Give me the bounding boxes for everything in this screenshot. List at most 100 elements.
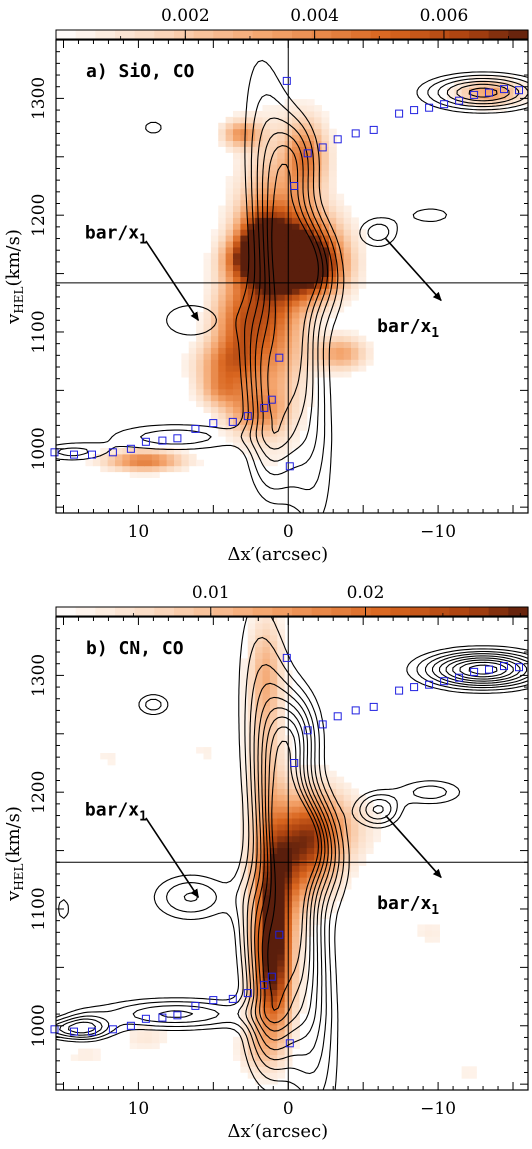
rotation-curve-point	[108, 448, 117, 457]
heatmap-cell	[262, 652, 271, 659]
heatmap-cell	[233, 223, 241, 230]
heatmap-cell	[277, 617, 286, 624]
heatmap-cell	[432, 936, 441, 943]
heatmap-cell	[203, 752, 212, 760]
heatmap-cell	[269, 424, 278, 431]
heatmap-cell	[373, 829, 382, 837]
heatmap-cell	[321, 371, 330, 378]
heatmap-cell	[336, 288, 345, 295]
heatmap-cell	[292, 853, 300, 860]
heatmap-cell	[277, 776, 286, 784]
heatmap-cell	[262, 1048, 271, 1056]
heatmap-cell	[314, 193, 323, 201]
heatmap-cell	[255, 211, 264, 218]
colorbar-tick-label: 0.002	[161, 6, 210, 26]
heatmap-cell	[247, 812, 256, 819]
heatmap-cell	[247, 258, 256, 266]
heatmap-cell	[233, 371, 241, 378]
heatmap-cell	[292, 187, 300, 195]
colorbar-segment	[488, 607, 509, 616]
heatmap-cell	[129, 465, 138, 473]
co-contour	[67, 655, 528, 1051]
heatmap-cell	[277, 187, 286, 195]
heatmap-cell	[240, 217, 249, 224]
heatmap-cell	[328, 164, 337, 171]
colorbar-segment	[233, 607, 254, 616]
heatmap-cell	[262, 735, 271, 742]
heatmap-cell	[277, 1042, 286, 1050]
heatmap-cell	[181, 365, 190, 372]
heatmap-cell	[203, 394, 212, 402]
heatmap-cell	[188, 341, 197, 348]
heatmap-cell	[240, 276, 249, 283]
heatmap-cell	[292, 948, 300, 955]
rotation-curve-point	[126, 1021, 135, 1030]
heatmap-cell	[262, 187, 271, 195]
heatmap-cell	[351, 812, 359, 819]
heatmap-cell	[218, 329, 227, 337]
heatmap-cell	[262, 628, 271, 636]
heatmap-cell	[129, 1036, 138, 1044]
heatmap-cell	[351, 853, 359, 860]
heatmap-cell	[417, 924, 426, 931]
heatmap-cell	[233, 264, 241, 272]
heatmap-cell	[225, 335, 234, 343]
heatmap-cell	[233, 193, 241, 201]
heatmap-cell	[255, 995, 264, 1002]
heatmap-cell	[225, 270, 234, 277]
colorbar-segment	[508, 30, 529, 39]
heatmap-cell	[277, 170, 286, 177]
heatmap-cell	[247, 205, 256, 212]
heatmap-cell	[262, 430, 271, 437]
heatmap-cell	[321, 241, 330, 248]
heatmap-cell	[255, 175, 264, 183]
heatmap-cell	[505, 99, 514, 106]
rotation-curve-point	[158, 436, 167, 445]
heatmap-cell	[336, 835, 345, 843]
heatmap-cell	[240, 175, 249, 183]
heatmap-cell	[247, 300, 256, 307]
heatmap-cell	[269, 670, 278, 677]
heatmap-cell	[233, 205, 241, 212]
heatmap-cell	[336, 235, 345, 242]
heatmap-cell	[277, 146, 286, 153]
heatmap-cell	[351, 865, 359, 872]
heatmap-cell	[240, 300, 249, 307]
heatmap-cell	[240, 752, 249, 760]
heatmap-cell	[255, 1072, 264, 1079]
heatmap-cell	[247, 652, 256, 659]
co-contour	[261, 661, 507, 1024]
heatmap-cell	[358, 353, 367, 360]
heatmap-cell	[247, 640, 256, 648]
heatmap-cell	[365, 812, 374, 819]
heatmap-cell	[306, 235, 315, 242]
y-tick-label: 1200	[29, 194, 49, 237]
heatmap-cell	[314, 241, 323, 248]
colorbar-segment	[213, 30, 234, 39]
heatmap-cell	[218, 264, 227, 272]
rotation-curve-point	[275, 353, 284, 362]
heatmap-cell	[299, 246, 308, 254]
heatmap-cell	[225, 146, 234, 153]
heatmap-cell	[358, 847, 367, 854]
heatmap-cell	[299, 847, 308, 854]
heatmap-cell	[306, 128, 315, 136]
heatmap-cell	[277, 752, 286, 760]
heatmap-cell	[262, 258, 271, 266]
heatmap-cell	[351, 788, 359, 795]
heatmap-cell	[262, 711, 271, 719]
rotation-curve-point	[243, 412, 252, 421]
heatmap-cell	[269, 995, 278, 1002]
co-contour	[254, 80, 520, 462]
heatmap-cell	[314, 252, 323, 260]
heatmap-cell	[292, 217, 300, 224]
rotation-curve-point	[282, 76, 291, 85]
heatmap-cell	[365, 847, 374, 854]
heatmap-cell	[240, 152, 249, 159]
heatmap-cell	[225, 388, 234, 396]
heatmap-cell	[314, 181, 323, 189]
heatmap-cell	[262, 418, 271, 425]
heatmap-cell	[255, 906, 264, 914]
heatmap-cell	[247, 211, 256, 218]
heatmap-cell	[247, 347, 256, 354]
